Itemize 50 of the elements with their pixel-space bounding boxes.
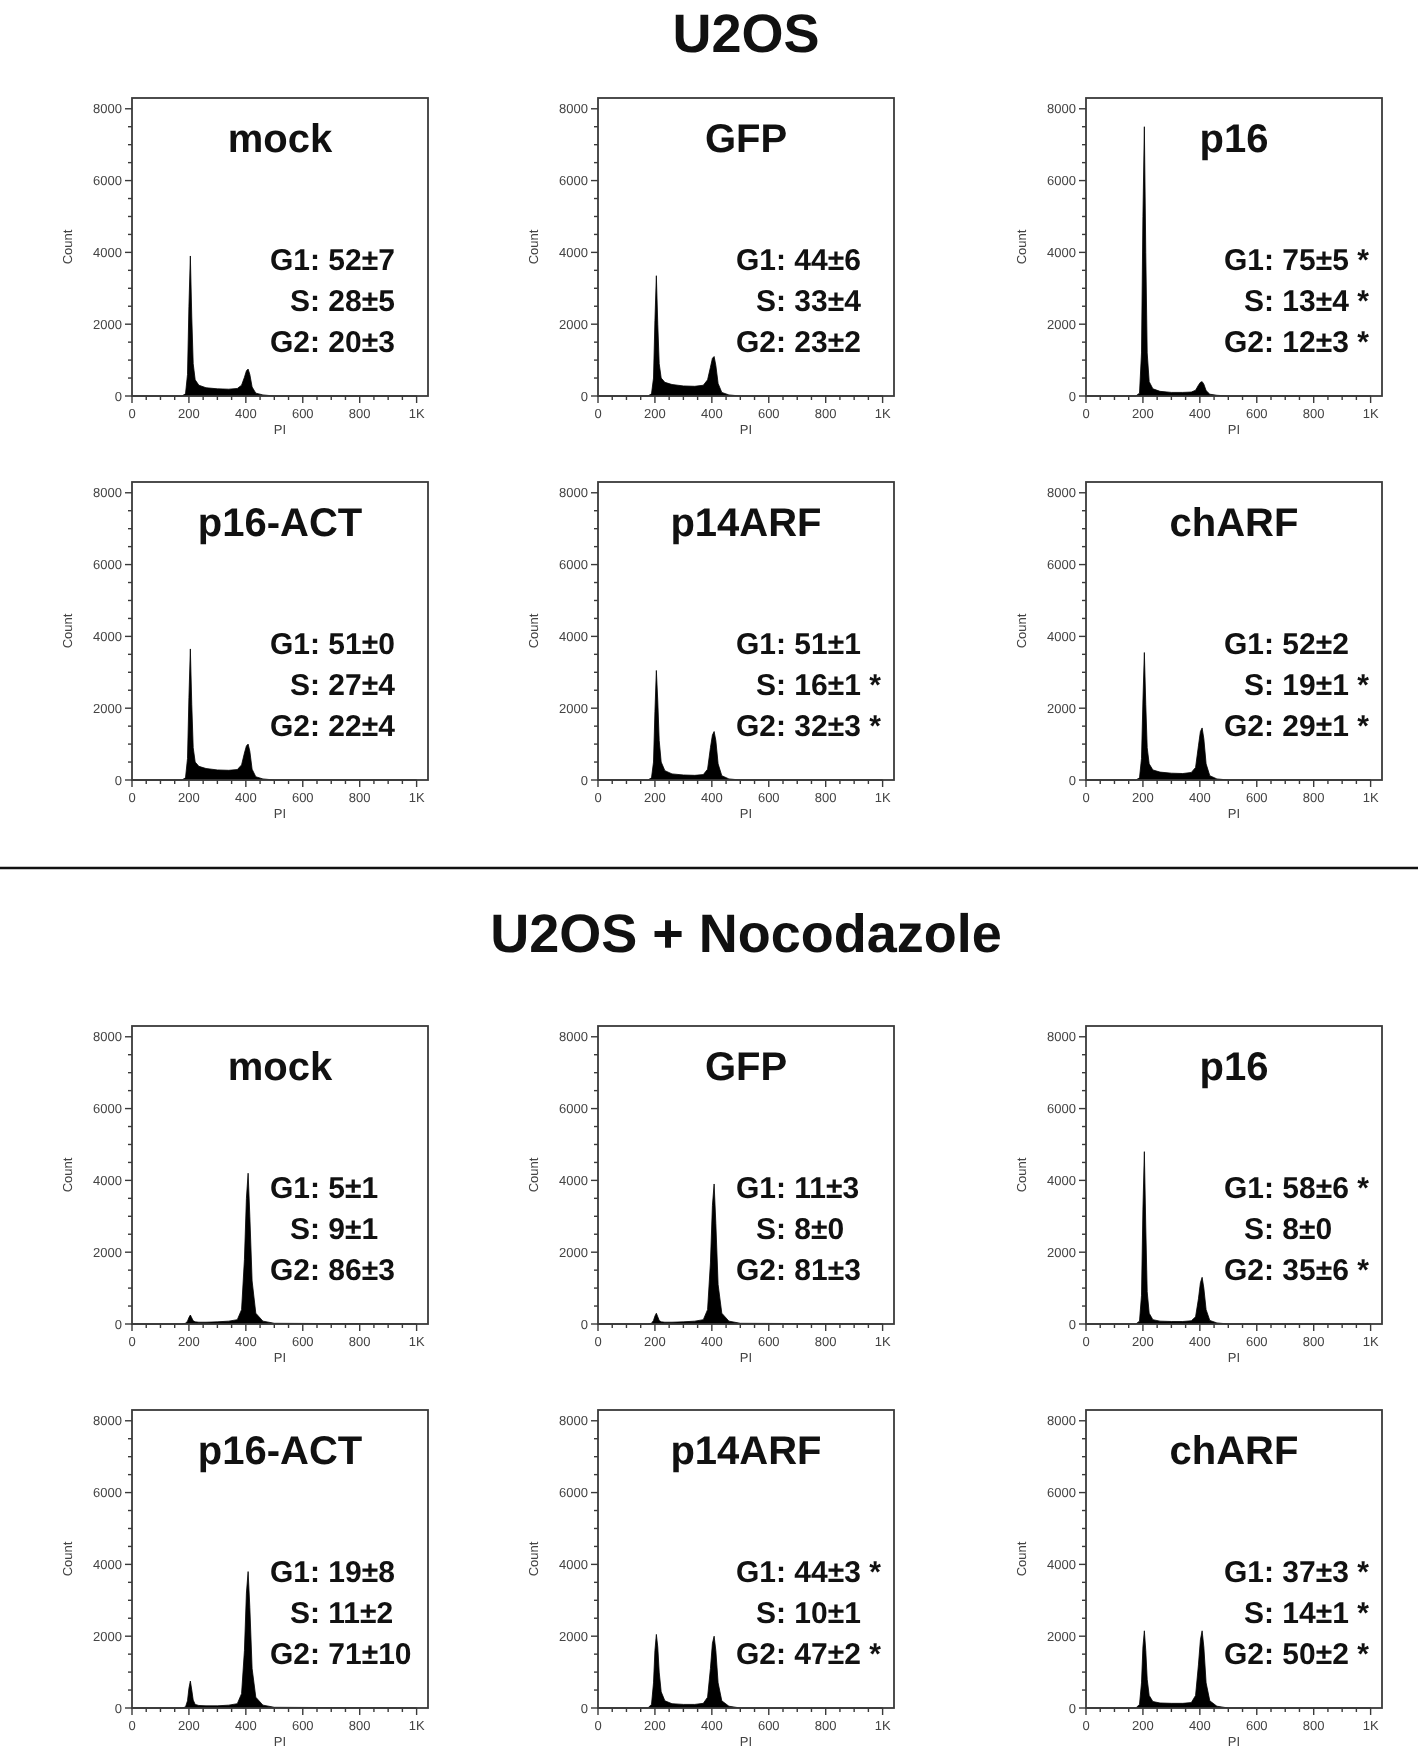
- text: GFP: [704, 118, 788, 162]
- annotation: G2: 71±10: [269, 1638, 412, 1672]
- annotation: G1: 58±6 *: [1223, 1172, 1370, 1206]
- annotation: G1: 37±3 *: [1223, 1556, 1370, 1590]
- annotation: G1: 52±7: [269, 244, 395, 278]
- annotation: G2: 22±4: [269, 710, 397, 744]
- text: chARF: [1169, 1430, 1299, 1474]
- text: mock: [227, 118, 334, 162]
- annotation: G2: 12±3 *: [1223, 326, 1370, 360]
- annotation: G2: 86±3: [269, 1254, 395, 1288]
- text: p16: [1199, 118, 1269, 162]
- annotation: G1: 5±1: [269, 1172, 379, 1206]
- annotation: S: 8±0: [1244, 1213, 1333, 1247]
- text: U2OS: [672, 4, 820, 64]
- annotation: G2: 29±1 *: [1223, 710, 1370, 744]
- text: p16-ACT: [197, 502, 363, 546]
- text: p14ARF: [670, 502, 822, 546]
- annotation: G2: 32±3 *: [735, 710, 882, 744]
- annotation: G2: 35±6 *: [1223, 1254, 1370, 1288]
- annotation: G1: 51±0: [269, 628, 395, 662]
- annotation: G1: 52±2: [1223, 628, 1349, 662]
- annotation: G2: 50±2 *: [1223, 1638, 1370, 1672]
- annotation: S: 8±0: [756, 1213, 845, 1247]
- annotation: G1: 19±8: [269, 1556, 395, 1590]
- annotation: S: 28±5: [290, 285, 395, 319]
- annotation: S: 19±1 *: [1244, 669, 1370, 703]
- annotation: S: 27±4: [290, 669, 397, 703]
- text: chARF: [1169, 502, 1299, 546]
- annotation: G2: 81±3: [735, 1254, 861, 1288]
- annotation: G2: 20±3: [269, 326, 395, 360]
- annotation: G1: 75±5 *: [1223, 244, 1370, 278]
- annotation: S: 9±1: [290, 1213, 379, 1247]
- text: p14ARF: [670, 1430, 822, 1474]
- annotation: G1: 11±3: [735, 1172, 860, 1206]
- text: p16: [1199, 1046, 1269, 1090]
- annotation: S: 11±2: [290, 1597, 394, 1631]
- text: U2OS + Nocodazole: [490, 904, 1002, 964]
- annotation: G1: 44±3 *: [735, 1556, 882, 1590]
- text: GFP: [704, 1046, 788, 1090]
- annotation: S: 16±1 *: [756, 669, 882, 703]
- annotation: S: 33±4: [756, 285, 863, 319]
- annotation: G1: 44±6: [735, 244, 861, 278]
- annotation: G2: 47±2 *: [735, 1638, 882, 1672]
- text: mock: [227, 1046, 334, 1090]
- annotation: S: 10±1: [756, 1597, 861, 1631]
- annotation: S: 13±4 *: [1244, 285, 1370, 319]
- annotation: G1: 51±1: [735, 628, 861, 662]
- text: p16-ACT: [197, 1430, 363, 1474]
- annotation: S: 14±1 *: [1244, 1597, 1370, 1631]
- annotation: G2: 23±2: [735, 326, 861, 360]
